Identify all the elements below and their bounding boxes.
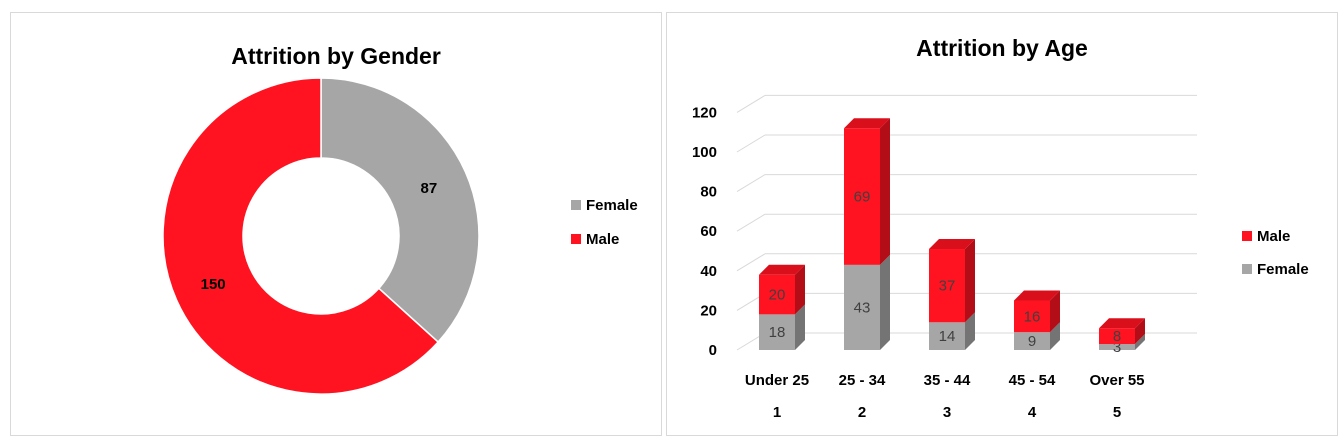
y-tick-label: 120 [692, 104, 717, 121]
y-tick-label: 40 [700, 263, 717, 280]
legend-label-male: Male [1257, 228, 1290, 245]
age-chart-title: Attrition by Age [916, 35, 1088, 61]
bar-female-5 [1099, 344, 1135, 350]
bar-male-1 [759, 274, 795, 315]
donut-label-male: 150 [201, 276, 226, 293]
bar-male-3 [929, 249, 965, 323]
gridline-depth [736, 253, 766, 272]
bar-male-2 [844, 128, 880, 265]
legend-label-male: Male [586, 231, 619, 248]
x-category-number: 3 [943, 404, 951, 421]
gender-chart-title: Attrition by Gender [231, 43, 441, 69]
data-label-female-4: 9 [1028, 333, 1036, 350]
bar-top-2 [844, 118, 890, 129]
legend-swatch-male [571, 234, 581, 244]
data-label-male-3: 37 [939, 278, 956, 295]
data-label-male-4: 16 [1024, 308, 1041, 325]
legend-swatch-male [1242, 231, 1252, 241]
x-category-label: 25 - 34 [839, 372, 886, 389]
x-category-label: 45 - 54 [1009, 372, 1056, 389]
legend-swatch-female [571, 200, 581, 210]
gender-chart-panel: Attrition by Gender 87 150 Female Male [10, 12, 662, 436]
x-category-number: 5 [1113, 404, 1121, 421]
bar-side-female-2 [880, 254, 890, 350]
gridline-depth [736, 213, 766, 232]
gridline-depth [736, 174, 766, 193]
age-chart-panel: Attrition by Age 0 20 40 60 80 100 120 18 20 Unde… [666, 12, 1338, 436]
bar-side-male-5 [1135, 318, 1145, 345]
donut-slice-male [162, 77, 440, 395]
bar-female-3 [929, 322, 965, 350]
donut-slice-female [320, 77, 480, 344]
x-category-number: 4 [1028, 404, 1037, 421]
legend-label-female: Female [586, 197, 638, 214]
bar-top-5 [1099, 318, 1145, 329]
data-label-female-5: 3 [1113, 339, 1121, 356]
bar-side-male-2 [880, 118, 890, 265]
gridline-depth [736, 134, 766, 153]
bar-male-5 [1099, 328, 1135, 345]
gridline-depth [736, 94, 766, 113]
bar-side-female-4 [1050, 322, 1060, 350]
gender-donut-chart: 87 150 Female Male [162, 77, 638, 395]
x-category-label: Over 55 [1089, 372, 1144, 389]
data-label-male-2: 69 [854, 189, 871, 206]
data-label-female-3: 14 [939, 328, 956, 345]
bar-side-female-1 [795, 304, 805, 350]
bar-top-3 [929, 239, 975, 250]
bar-top-1 [759, 264, 805, 275]
bar-side-male-4 [1050, 290, 1060, 333]
bar-side-male-1 [795, 264, 805, 315]
y-tick-label: 100 [692, 144, 717, 161]
data-label-male-5: 8 [1113, 328, 1121, 345]
x-category-label: 35 - 44 [924, 372, 971, 389]
bar-side-female-5 [1135, 334, 1145, 350]
legend-swatch-female [1242, 264, 1252, 274]
data-label-female-2: 43 [854, 299, 871, 316]
y-tick-label: 0 [709, 342, 717, 359]
bar-female-2 [844, 264, 880, 350]
bar-side-female-3 [965, 312, 975, 350]
bar-male-4 [1014, 300, 1050, 333]
donut-label-female: 87 [421, 180, 438, 197]
y-tick-label: 20 [700, 302, 717, 319]
x-category-number: 1 [773, 404, 781, 421]
data-label-male-1: 20 [769, 287, 786, 304]
bar-female-4 [1014, 332, 1050, 350]
y-tick-label: 60 [700, 223, 717, 240]
x-category-number: 2 [858, 404, 866, 421]
legend-label-female: Female [1257, 261, 1309, 278]
y-tick-label: 80 [700, 184, 717, 201]
data-label-female-1: 18 [769, 324, 786, 341]
bar-female-1 [759, 314, 795, 350]
x-category-label: Under 25 [745, 372, 809, 389]
bar-side-male-3 [965, 239, 975, 323]
bar-top-4 [1014, 290, 1060, 301]
